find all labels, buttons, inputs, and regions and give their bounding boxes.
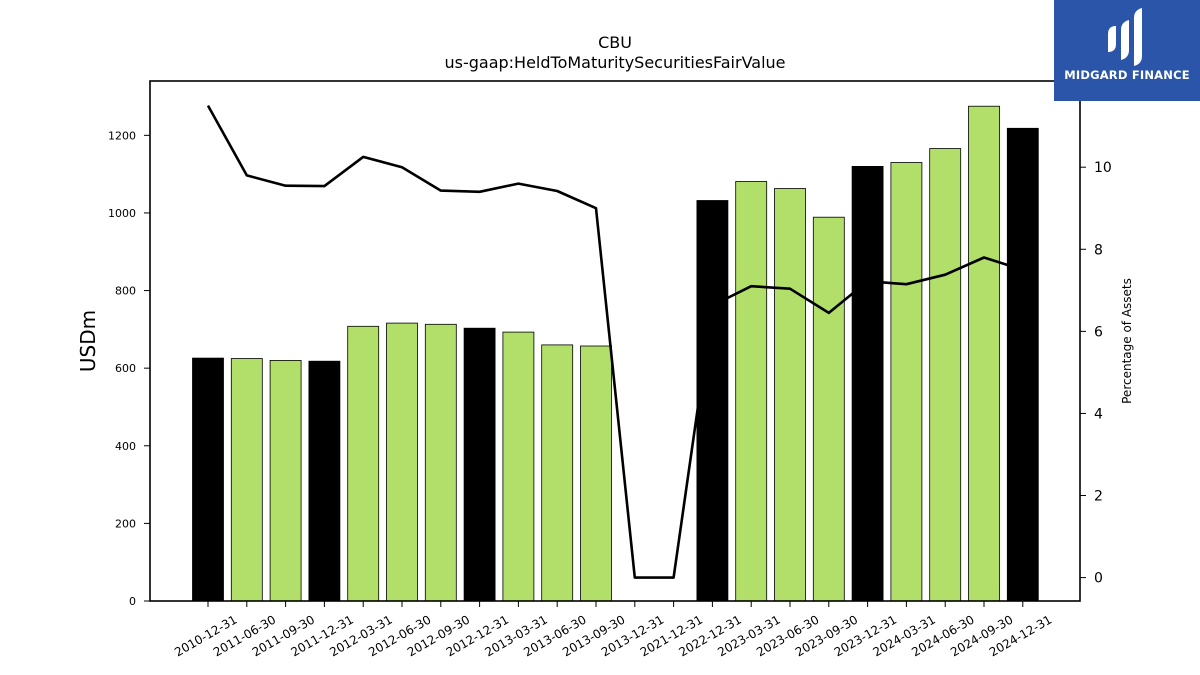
y2-tick-label: 4 [1094,406,1103,422]
y-tick-label: 400 [115,440,136,453]
bar-2010-12-31 [192,357,224,602]
bar-2011-09-30 [269,359,302,602]
chart-title: CBU [598,33,632,52]
bar-2012-03-31 [347,325,380,602]
bar-2012-09-30 [424,323,457,602]
bar-2024-03-31 [890,162,923,602]
y2-tick-label: 10 [1094,160,1112,176]
y-tick-label: 200 [115,517,136,530]
chart-subtitle: us-gaap:HeldToMaturitySecuritiesFairValu… [444,53,785,72]
y2-tick-label: 6 [1094,324,1103,340]
bar-2023-12-31 [851,165,884,602]
y-tick-label: 600 [115,362,136,375]
logo-mark-icon [1108,8,1142,66]
bar-2011-12-31 [308,360,341,602]
y2-tick-label: 8 [1094,242,1103,258]
bar-2012-06-30 [386,322,418,602]
y-tick-label: 1000 [108,207,136,220]
bar-2011-06-30 [230,358,263,602]
y-tick-label: 1200 [108,129,136,142]
bar-2013-06-30 [541,344,574,602]
bar-2024-09-30 [968,105,1000,602]
bar-2022-12-31 [696,200,729,602]
y-axis-label: USDm [76,310,100,372]
plot-frame [149,80,1081,602]
midgard-finance-logo: MIDGARD FINANCE [1054,0,1200,101]
bar-2023-06-30 [774,188,806,602]
line-percentage-of-assets [206,104,1024,579]
y-tick-label: 0 [129,595,136,608]
y-tick-label: 800 [115,285,136,298]
bar-2013-09-30 [580,345,612,602]
y2-axis-label: Percentage of Assets [1120,278,1134,404]
bar-2024-12-31 [1006,127,1039,602]
bar-2012-12-31 [463,327,496,602]
bar-2023-03-31 [735,181,768,602]
line-layer [206,104,1024,579]
y2-tick-label: 2 [1094,489,1103,505]
y2-tick-label: 0 [1094,571,1103,587]
logo-text: MIDGARD FINANCE [1064,68,1190,82]
bar-2024-06-30 [929,148,962,602]
bar-2023-09-30 [812,216,845,602]
bar-2013-03-31 [502,331,535,602]
bars-layer [192,105,1039,602]
